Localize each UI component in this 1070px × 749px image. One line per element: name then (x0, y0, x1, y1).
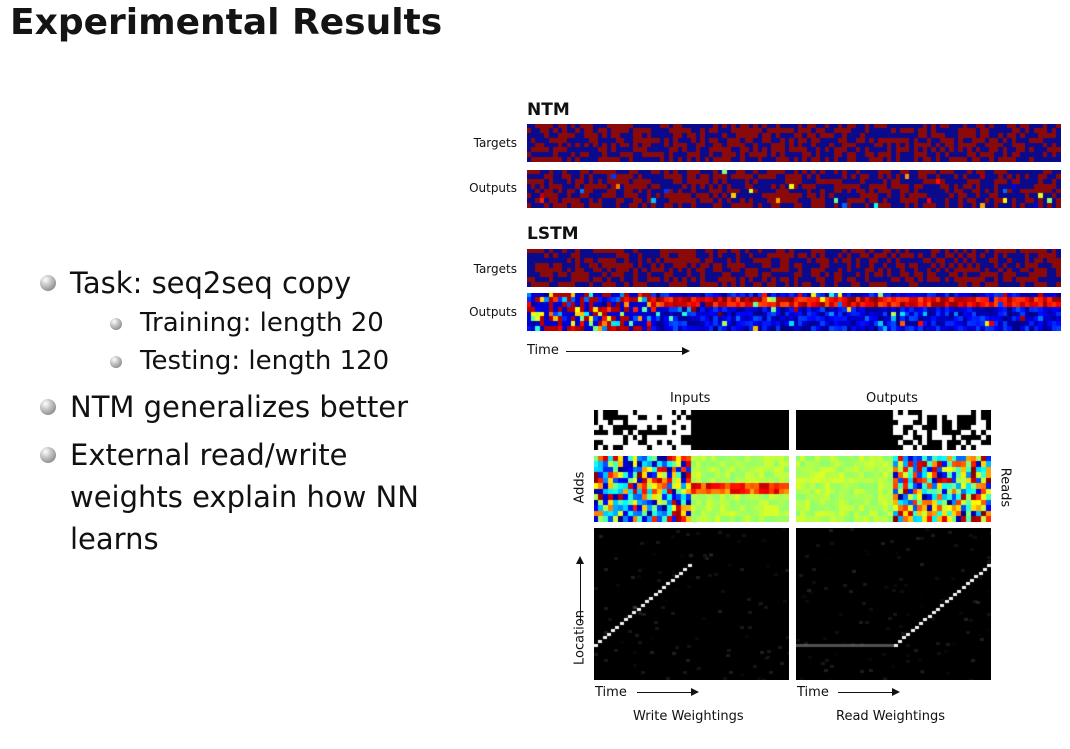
reads-heatmap (796, 456, 991, 522)
ntm-label: NTM (527, 100, 570, 120)
inputs-label: Inputs (670, 391, 711, 406)
bullet-text: External read/write weights explain how … (70, 438, 419, 556)
lstm-outputs-label: Outputs (469, 305, 517, 319)
sub-bullet-text: Testing: length 120 (140, 346, 390, 376)
ntm-targets-label: Targets (473, 136, 517, 150)
bullet-icon (40, 399, 56, 415)
time-axis-label: Time (527, 343, 559, 358)
write-time-arrow-icon (637, 688, 699, 696)
outputs-binary-image (796, 410, 991, 450)
reads-label: Reads (997, 467, 1013, 508)
lstm-targets-label: Targets (473, 262, 517, 276)
write-weightings-image (594, 528, 789, 680)
ntm-targets-heatmap (527, 124, 1061, 162)
lstm-targets-heatmap (527, 249, 1061, 287)
lstm-outputs-heatmap (527, 293, 1061, 331)
outputs-label: Outputs (866, 391, 918, 406)
bullet-text: Task: seq2seq copy (70, 266, 352, 300)
lstm-label: LSTM (527, 224, 579, 244)
write-weightings-caption: Write Weightings (633, 709, 744, 724)
read-weightings-caption: Read Weightings (836, 709, 945, 724)
sub-bullet-icon (110, 318, 122, 330)
read-time-arrow-icon (838, 688, 900, 696)
read-weightings-image (796, 528, 991, 680)
sub-bullet-icon (110, 356, 122, 368)
sub-bullet-text: Training: length 20 (140, 308, 384, 338)
adds-label: Adds (572, 471, 588, 504)
bullet-item: Task: seq2seq copy (40, 262, 450, 304)
inputs-binary-image (594, 410, 789, 450)
bullet-text: NTM generalizes better (70, 390, 409, 424)
bullet-item: NTM generalizes better (40, 386, 450, 428)
ntm-outputs-heatmap (527, 170, 1061, 208)
read-time-label: Time (797, 685, 829, 700)
bullet-item: External read/write weights explain how … (40, 434, 430, 560)
sub-bullet-item: Training: length 20 (40, 304, 450, 342)
slide-title: Experimental Results (10, 2, 443, 43)
adds-heatmap (594, 456, 789, 522)
location-arrow-icon (576, 556, 584, 623)
bullet-icon (40, 275, 56, 291)
ntm-outputs-label: Outputs (469, 181, 517, 195)
time-arrow-icon (566, 347, 690, 355)
bullet-icon (40, 447, 56, 463)
write-time-label: Time (595, 685, 627, 700)
sub-bullet-item: Testing: length 120 (40, 342, 450, 380)
bullet-list: Task: seq2seq copy Training: length 20 T… (40, 262, 450, 560)
